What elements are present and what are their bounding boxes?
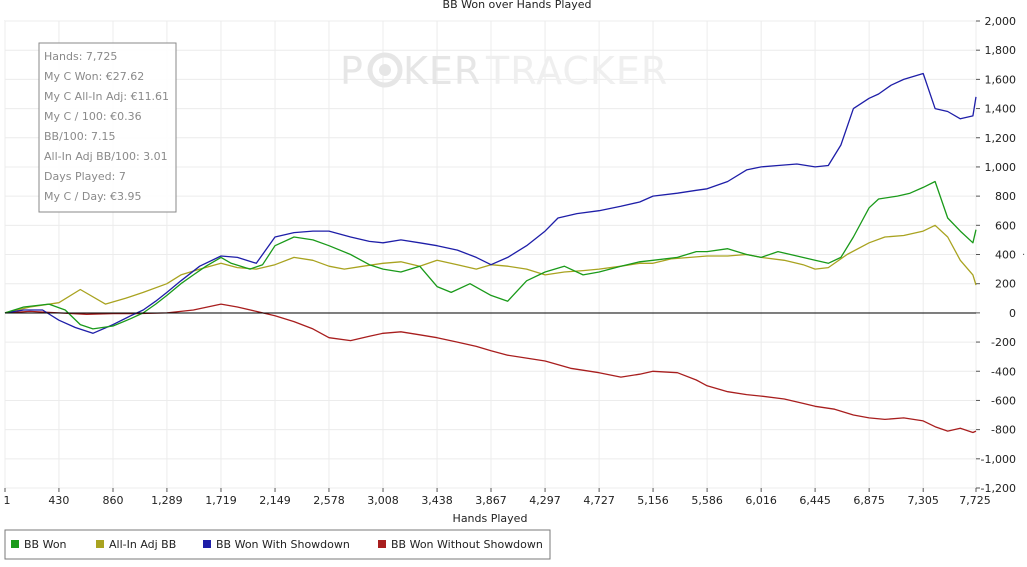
x-tick-label: 430	[48, 494, 69, 507]
x-tick-label: 4,727	[583, 494, 615, 507]
stats-line: My C Won: €27.62	[44, 70, 144, 83]
y-tick-label: -1,000	[981, 453, 1016, 466]
x-tick-label: 7,725	[959, 494, 991, 507]
series-line-all-in-adj-bb	[4, 224, 977, 314]
legend-swatch	[203, 540, 211, 548]
stats-line: My C All-In Adj: €11.61	[44, 90, 169, 103]
series-line-bb-won-with-showdown	[4, 72, 977, 334]
legend-swatch	[11, 540, 19, 548]
watermark-text-ker: KER	[403, 49, 481, 93]
series-line-bb-won	[4, 180, 977, 330]
y-axis-tick-labels: -1,200 -1,000 -800 -600 -400 -200 0 200 400 600 80…	[976, 15, 1016, 495]
y-tick-label: 0	[1009, 307, 1016, 320]
pokertracker-watermark: P KER TRACKER	[340, 49, 668, 93]
stats-line: My C / 100: €0.36	[44, 110, 142, 123]
x-tick-label: 3,438	[421, 494, 453, 507]
x-tick-label: 1,719	[205, 494, 237, 507]
y-tick-label: 1,200	[985, 132, 1017, 145]
x-tick-label: 5,586	[691, 494, 723, 507]
y-tick-label: 800	[995, 190, 1016, 203]
stats-line: All-In Adj BB/100: 3.01	[44, 150, 168, 163]
x-tick-label: 3,008	[367, 494, 399, 507]
legend-swatch	[378, 540, 386, 548]
y-tick-label: -1,200	[981, 482, 1016, 495]
tick-marker: ·	[1022, 250, 1025, 261]
legend-label: All-In Adj BB	[109, 538, 176, 551]
y-tick-label: 1,400	[985, 103, 1017, 116]
legend: BB Won All-In Adj BB BB Won With Showdown B…	[4, 529, 551, 560]
chart-title: BB Won over Hands Played	[443, 0, 592, 11]
y-tick-label: 200	[995, 278, 1016, 291]
x-tick-label: 5,156	[637, 494, 669, 507]
x-tick-label: 2,149	[259, 494, 291, 507]
x-axis-tick-labels: 1 430 860 1,289 1,719 2,149 2,578 3,008 3,438 3,8…	[4, 488, 991, 507]
x-tick-label: 4,297	[529, 494, 561, 507]
x-tick-label: 7,305	[907, 494, 939, 507]
x-tick-label: 6,875	[853, 494, 885, 507]
y-tick-label: -400	[991, 365, 1016, 378]
y-tick-label: -600	[991, 394, 1016, 407]
y-tick-label: -200	[991, 336, 1016, 349]
watermark-text-p: P	[340, 49, 364, 93]
legend-label: BB Won Without Showdown	[391, 538, 543, 551]
series-line-bb-won-without-showdown	[4, 303, 977, 434]
stats-box: Hands: 7,725 My C Won: €27.62 My C All-In …	[38, 42, 177, 213]
x-tick-label: 6,445	[799, 494, 831, 507]
stats-box-frame	[38, 42, 177, 213]
stats-line: My C / Day: €3.95	[44, 190, 142, 203]
legend-label: BB Won	[24, 538, 67, 551]
x-tick-label: 2,578	[313, 494, 345, 507]
x-axis-title: Hands Played	[453, 512, 528, 525]
poker-chip-icon	[367, 52, 403, 88]
x-tick-label: 6,016	[745, 494, 777, 507]
stats-line: BB/100: 7.15	[44, 130, 116, 143]
legend-swatch	[96, 540, 104, 548]
y-tick-label: 1,000	[985, 161, 1017, 174]
x-tick-label: 1,289	[151, 494, 183, 507]
y-tick-label: 1,800	[985, 44, 1017, 57]
legend-label: BB Won With Showdown	[216, 538, 350, 551]
y-tick-label: 1,600	[985, 73, 1017, 86]
y-tick-label: 400	[995, 249, 1016, 262]
y-tick-label: 2,000	[985, 15, 1017, 28]
watermark-text-tracker: TRACKER	[485, 49, 668, 93]
legend-frame	[4, 529, 551, 560]
x-tick-label: 3,867	[475, 494, 507, 507]
stats-line: Hands: 7,725	[44, 50, 117, 63]
series-lines	[4, 72, 977, 434]
x-tick-label: 860	[102, 494, 123, 507]
stats-line: Days Played: 7	[44, 170, 126, 183]
y-tick-label: 600	[995, 219, 1016, 232]
y-tick-label: -800	[991, 424, 1016, 437]
x-tick-label: 1	[4, 494, 11, 507]
